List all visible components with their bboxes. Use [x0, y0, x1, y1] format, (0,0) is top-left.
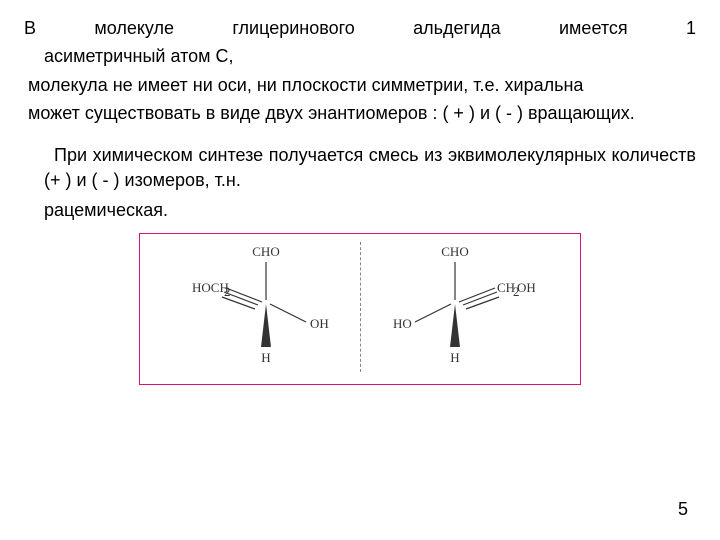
enantiomer-diagram-box: CHO H HOCH 2 OH CHO H HO — [139, 233, 581, 385]
label-h-r: H — [450, 350, 459, 365]
page-number: 5 — [678, 499, 688, 520]
label-ch2oh-b: OH — [517, 280, 535, 295]
bond-right-r3 — [466, 297, 499, 309]
molecule-right: CHO H HO CH 2 OH — [375, 242, 535, 372]
label-cho-r: CHO — [441, 244, 468, 259]
label-oh: OH — [310, 316, 329, 331]
enantiomer-diagram: CHO H HOCH 2 OH CHO H HO — [186, 242, 535, 372]
molecule-left: CHO H HOCH 2 OH — [186, 242, 346, 372]
bond-right — [270, 304, 306, 322]
paragraph-2: молекула не имеет ни оси, ни плоскости с… — [24, 73, 696, 97]
label-cho: CHO — [252, 244, 279, 259]
paragraph-5: рацемическая. — [24, 198, 696, 223]
p1-rest: асиметричный атом С, — [24, 44, 696, 68]
wedge-down-r — [450, 304, 460, 347]
mirror-line — [360, 242, 361, 372]
wedge-down — [261, 304, 271, 347]
paragraph-1: В молекуле глицеринового альдегида имеет… — [24, 16, 696, 69]
label-ho-r: HO — [393, 316, 412, 331]
label-hoch2-sub: 2 — [224, 284, 231, 299]
p1-line1: В молекуле глицеринового альдегида имеет… — [24, 16, 696, 40]
bond-left-r — [415, 304, 451, 322]
label-h: H — [261, 350, 270, 365]
paragraph-4: При химическом синтезе получается смесь … — [24, 143, 696, 193]
paragraph-3: может существовать в виде двух энантиоме… — [24, 101, 696, 125]
